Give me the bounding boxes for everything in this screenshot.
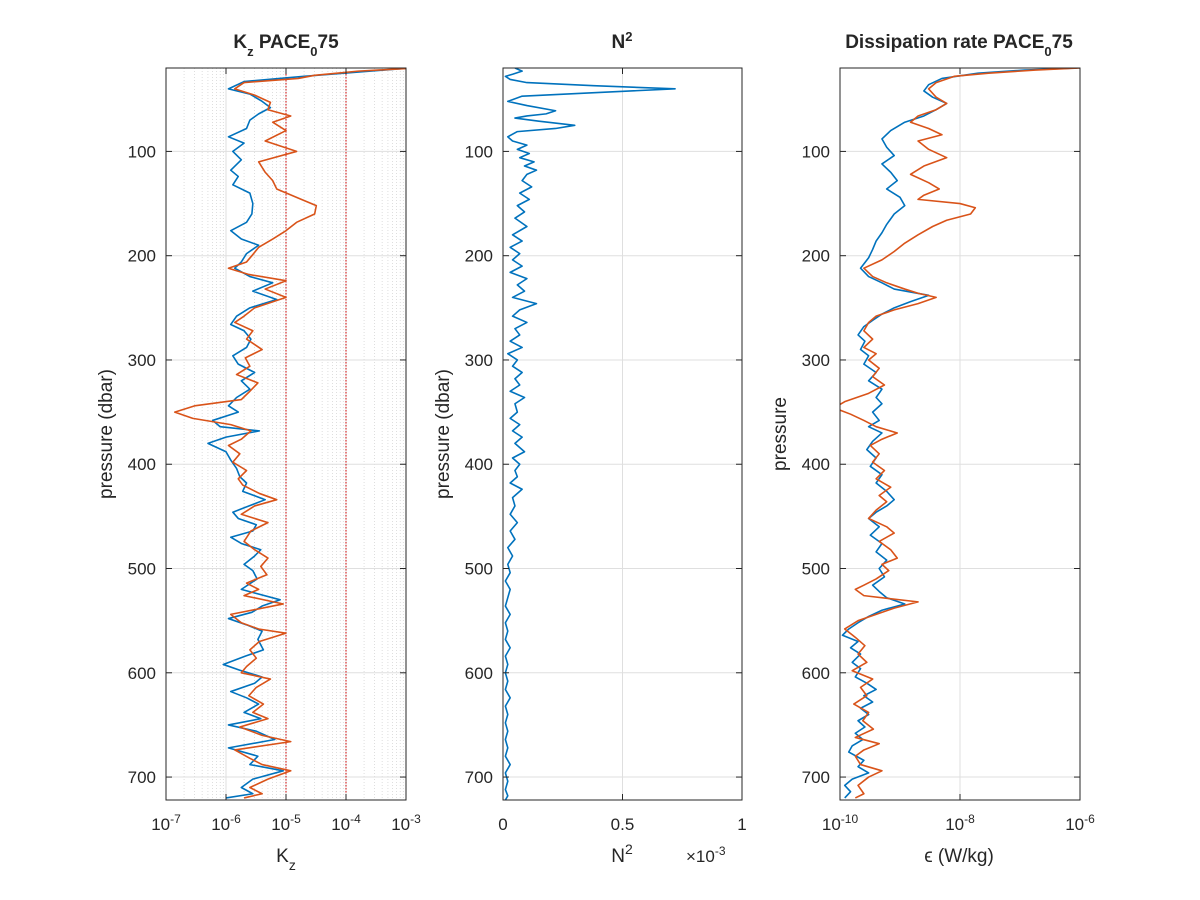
- n2-y-label: pressure (dbar): [433, 369, 454, 499]
- kz-y-tick-label: 300: [128, 351, 156, 370]
- kz-x-tick-label: 10-7: [151, 812, 181, 834]
- kz-title: Kz PACE075: [233, 32, 339, 59]
- dissipation-panel: 10-10 10-8 10-6 100 200 300 400 500 600 700 Dissi…: [770, 32, 1095, 867]
- dissipation-x-tick-label: 10-10: [822, 812, 859, 834]
- dissipation-grid: [840, 68, 1080, 800]
- dissipation-y-tick-label: 600: [802, 664, 830, 683]
- dissipation-y-tick-label: 700: [802, 768, 830, 787]
- n2-plot-area: [504, 68, 676, 800]
- n2-y-tick-label: 300: [465, 351, 493, 370]
- n2-x-label: N2: [611, 841, 633, 867]
- dissipation-x-label: ϵ (W/kg): [924, 846, 994, 867]
- kz-x-tick-label: 10-3: [391, 812, 421, 834]
- kz-y-tick-label: 500: [128, 560, 156, 579]
- dissipation-series-2-line: [840, 68, 1080, 799]
- dissipation-x-tick-label: 10-6: [1065, 812, 1095, 834]
- kz-x-tick-label: 10-4: [331, 812, 361, 834]
- dissipation-series-1-line: [841, 68, 1078, 799]
- dissipation-plot-area: [840, 68, 1080, 799]
- dissipation-y-tick-label: 500: [802, 560, 830, 579]
- n2-series-1-line: [504, 68, 676, 800]
- kz-y-tick-label: 400: [128, 455, 156, 474]
- n2-y-tick-label: 400: [465, 455, 493, 474]
- kz-y-tick-label: 600: [128, 664, 156, 683]
- kz-x-tick-label: 10-6: [211, 812, 241, 834]
- dissipation-y-tick-label: 200: [802, 247, 830, 266]
- n2-y-tick-label: 500: [465, 560, 493, 579]
- dissipation-y-tick-label: 300: [802, 351, 830, 370]
- kz-ticks: 10-7 10-6 10-5 10-4 10-3 100 200 300 400 500 600 70…: [128, 68, 421, 834]
- kz-series-1-line: [207, 68, 406, 799]
- kz-panel: 10-7 10-6 10-5 10-4 10-3 100 200 300 400 500 600 70…: [96, 32, 421, 873]
- kz-x-label: Kz: [276, 846, 296, 873]
- dissipation-y-tick-label: 100: [802, 142, 830, 161]
- dissipation-x-tick-label: 10-8: [945, 812, 975, 834]
- dissipation-ticks: 10-10 10-8 10-6 100 200 300 400 500 600 700: [802, 68, 1095, 834]
- n2-x-multiplier: ×10-3: [686, 844, 726, 866]
- n2-ticks: 0 0.5 1 100 200 300 400 500 600 700: [465, 68, 747, 834]
- n2-y-tick-label: 200: [465, 247, 493, 266]
- n2-grid: [503, 68, 742, 800]
- n2-x-tick-label: 0.5: [611, 815, 635, 834]
- kz-plot-area: [173, 68, 406, 799]
- n2-y-tick-label: 600: [465, 664, 493, 683]
- n2-x-tick-label: 1: [737, 815, 746, 834]
- kz-reference-lines: [285, 68, 347, 800]
- kz-series-2-line: [173, 68, 406, 799]
- kz-x-tick-label: 10-5: [271, 812, 301, 834]
- n2-y-tick-label: 100: [465, 142, 493, 161]
- kz-y-tick-label: 100: [128, 142, 156, 161]
- kz-y-tick-label: 200: [128, 247, 156, 266]
- dissipation-y-tick-label: 400: [802, 455, 830, 474]
- n2-y-tick-label: 700: [465, 768, 493, 787]
- kz-y-label: pressure (dbar): [96, 369, 117, 499]
- dissipation-y-label: pressure: [770, 397, 791, 471]
- n2-x-tick-label: 0: [498, 815, 507, 834]
- n2-panel: 0 0.5 1 100 200 300 400 500 600 700 N2 N2 ×10-3 p…: [433, 29, 747, 868]
- n2-title: N2: [612, 29, 633, 54]
- kz-y-tick-label: 700: [128, 768, 156, 787]
- dissipation-title: Dissipation rate PACE075: [845, 32, 1073, 59]
